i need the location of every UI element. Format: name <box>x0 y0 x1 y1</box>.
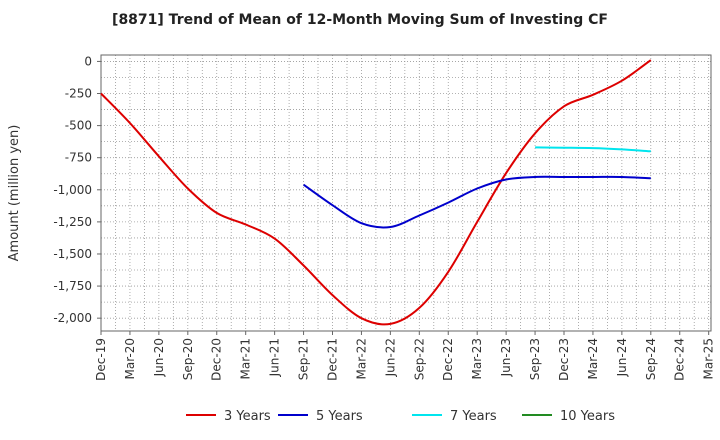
x-tick-label: Sep-24 <box>644 338 658 380</box>
x-tick-label: Jun-24 <box>615 338 629 377</box>
x-tick-label: Dec-22 <box>441 338 455 381</box>
grid-layer <box>100 55 711 331</box>
series-line-3-years <box>100 59 652 326</box>
y-tick-label: -750 <box>65 151 92 165</box>
x-tick-label: Mar-20 <box>123 338 137 379</box>
x-tick-label: Sep-21 <box>297 338 311 380</box>
x-tick-label: Jun-22 <box>383 338 397 377</box>
x-tick-label: Mar-25 <box>702 338 716 379</box>
x-tick-label: Jun-23 <box>499 338 513 377</box>
x-tick-label: Dec-23 <box>557 338 571 381</box>
x-tick-label: Mar-22 <box>354 338 368 379</box>
x-tick-label: Dec-19 <box>94 338 108 381</box>
y-tick-label: -1,750 <box>53 279 92 293</box>
x-tick-label: Mar-24 <box>586 338 600 379</box>
y-tick-label: -1,250 <box>53 215 92 229</box>
y-tick-label: -250 <box>65 87 92 101</box>
y-tick-label: -2,000 <box>53 311 92 325</box>
series-line-5-years <box>303 175 651 229</box>
x-tick-label: Jun-21 <box>268 338 282 377</box>
y-tick-label: -1,000 <box>53 183 92 197</box>
legend-label: 5 Years <box>316 409 363 424</box>
y-tick-label: 0 <box>84 54 92 68</box>
x-tick-label: Jun-20 <box>152 338 166 377</box>
x-tick-label: Mar-21 <box>239 338 253 379</box>
legend-layer: 3 Years 5 Years 7 Years 10 Years <box>186 409 615 424</box>
y-axis-title: Amount (million yen) <box>7 125 22 262</box>
x-tick-label: Sep-22 <box>412 338 426 380</box>
x-tick-label: Sep-23 <box>528 338 542 380</box>
chart-title: [8871] Trend of Mean of 12-Month Moving … <box>112 12 608 28</box>
x-tick-label: Dec-21 <box>325 338 339 381</box>
series-layer <box>100 59 652 326</box>
x-tick-label: Dec-20 <box>210 338 224 381</box>
y-tick-label: -1,500 <box>53 247 92 261</box>
x-tick-label: Sep-20 <box>181 338 195 380</box>
legend-label: 3 Years <box>224 409 271 424</box>
x-tick-label: Mar-23 <box>470 338 484 379</box>
axis-layer: 0 -250 -500 -750 -1,000 -1,250 -1,500 -1,750 -2,… <box>53 54 715 380</box>
x-tick-label: Dec-24 <box>673 338 687 381</box>
legend-label: 7 Years <box>450 409 497 424</box>
series-line-7-years <box>535 146 651 153</box>
legend-label: 10 Years <box>560 409 615 424</box>
y-tick-label: -500 <box>65 119 92 133</box>
plot-frame <box>100 54 712 332</box>
